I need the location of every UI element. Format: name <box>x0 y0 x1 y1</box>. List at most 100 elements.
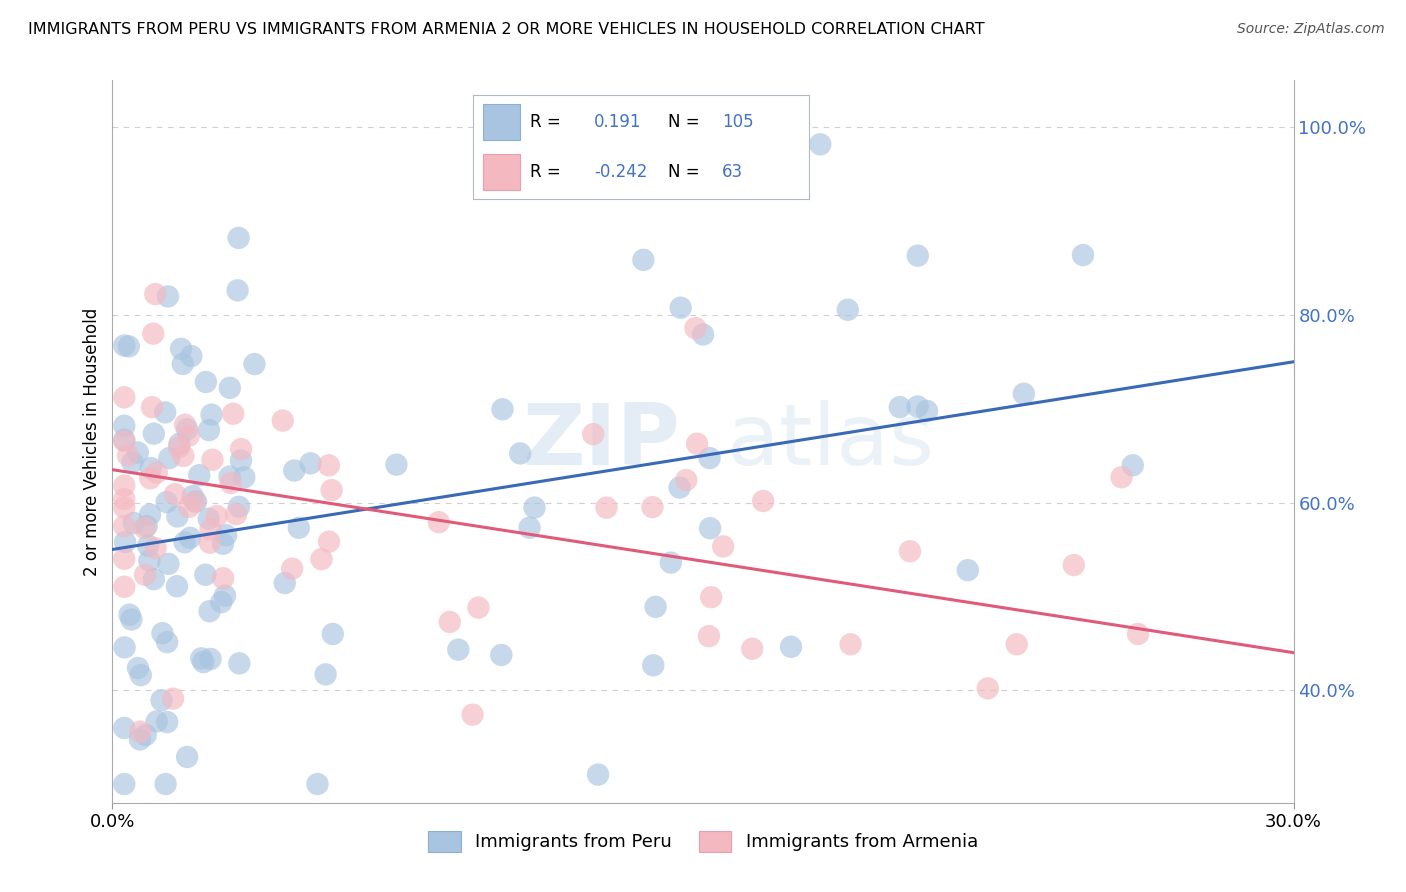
Point <box>190 651 212 665</box>
Point <box>741 641 763 656</box>
Point <box>692 327 714 342</box>
Point <box>134 567 156 582</box>
Point <box>114 535 136 549</box>
Point <box>427 515 450 529</box>
Point <box>155 405 177 419</box>
Point <box>201 452 224 467</box>
Point <box>183 494 205 508</box>
Point <box>1122 458 1144 473</box>
Point <box>752 494 775 508</box>
Point <box>152 626 174 640</box>
Text: IMMIGRANTS FROM PERU VS IMMIGRANTS FROM ARMENIA 2 OR MORE VEHICLES IN HOUSEHOLD : IMMIGRANTS FROM PERU VS IMMIGRANTS FROM … <box>28 22 984 37</box>
Point <box>461 707 484 722</box>
Point <box>138 554 160 568</box>
Point <box>226 283 249 297</box>
Point <box>173 535 195 549</box>
Point <box>889 400 911 414</box>
Point <box>595 500 617 515</box>
Point <box>157 557 180 571</box>
Point <box>644 599 666 614</box>
Point <box>1012 386 1035 401</box>
Point <box>179 531 201 545</box>
Point <box>181 489 204 503</box>
Point <box>129 724 152 739</box>
Point <box>121 612 143 626</box>
Point <box>907 400 929 414</box>
Point <box>509 446 531 460</box>
Point <box>169 437 191 451</box>
Point <box>315 667 337 681</box>
Point <box>127 661 149 675</box>
Point <box>699 521 721 535</box>
Point <box>307 777 329 791</box>
Point <box>114 640 136 655</box>
Point <box>145 541 167 556</box>
Point <box>977 681 1000 696</box>
Point <box>184 494 207 508</box>
Point <box>288 521 311 535</box>
Point <box>1126 627 1149 641</box>
Point <box>193 655 215 669</box>
Point <box>155 777 177 791</box>
Y-axis label: 2 or more Vehicles in Household: 2 or more Vehicles in Household <box>83 308 101 575</box>
Point <box>197 512 219 526</box>
Point <box>142 426 165 441</box>
Point <box>166 579 188 593</box>
Point <box>141 400 163 414</box>
Point <box>633 252 655 267</box>
Point <box>142 572 165 586</box>
Point <box>699 451 721 466</box>
Point <box>129 732 152 747</box>
Point <box>118 339 141 353</box>
Point <box>915 404 938 418</box>
Point <box>157 451 180 466</box>
Point <box>146 466 169 480</box>
Point <box>808 137 831 152</box>
Point <box>228 500 250 514</box>
Point <box>219 475 242 490</box>
Point <box>112 338 135 352</box>
Point <box>274 576 297 591</box>
Point <box>135 728 157 742</box>
Point <box>139 461 162 475</box>
Point <box>228 657 250 671</box>
Point <box>112 390 135 404</box>
Point <box>167 440 190 454</box>
Point <box>271 413 294 427</box>
Text: Source: ZipAtlas.com: Source: ZipAtlas.com <box>1237 22 1385 37</box>
Point <box>136 539 159 553</box>
Point <box>898 544 921 558</box>
Point <box>322 627 344 641</box>
Point <box>321 483 343 497</box>
Point <box>209 595 232 609</box>
Point <box>956 563 979 577</box>
Point <box>243 357 266 371</box>
Point <box>122 516 145 530</box>
Point <box>118 607 141 622</box>
Point <box>198 604 221 618</box>
Point <box>112 580 135 594</box>
Text: atlas: atlas <box>727 400 935 483</box>
Point <box>172 449 194 463</box>
Point <box>135 519 157 533</box>
Point <box>1071 248 1094 262</box>
Point <box>907 249 929 263</box>
Point <box>519 521 541 535</box>
Point <box>143 287 166 301</box>
Point <box>112 721 135 735</box>
Point <box>121 455 143 469</box>
Point <box>700 590 723 604</box>
Point <box>139 471 162 485</box>
Point <box>1005 637 1028 651</box>
Point <box>112 418 135 433</box>
Point <box>523 500 546 515</box>
Point <box>142 326 165 341</box>
Point <box>174 417 197 432</box>
Point <box>112 433 135 447</box>
Legend: Immigrants from Peru, Immigrants from Armenia: Immigrants from Peru, Immigrants from Ar… <box>420 823 986 859</box>
Point <box>200 523 222 537</box>
Point <box>1063 558 1085 572</box>
Point <box>156 635 179 649</box>
Point <box>200 408 222 422</box>
Point <box>586 767 609 781</box>
